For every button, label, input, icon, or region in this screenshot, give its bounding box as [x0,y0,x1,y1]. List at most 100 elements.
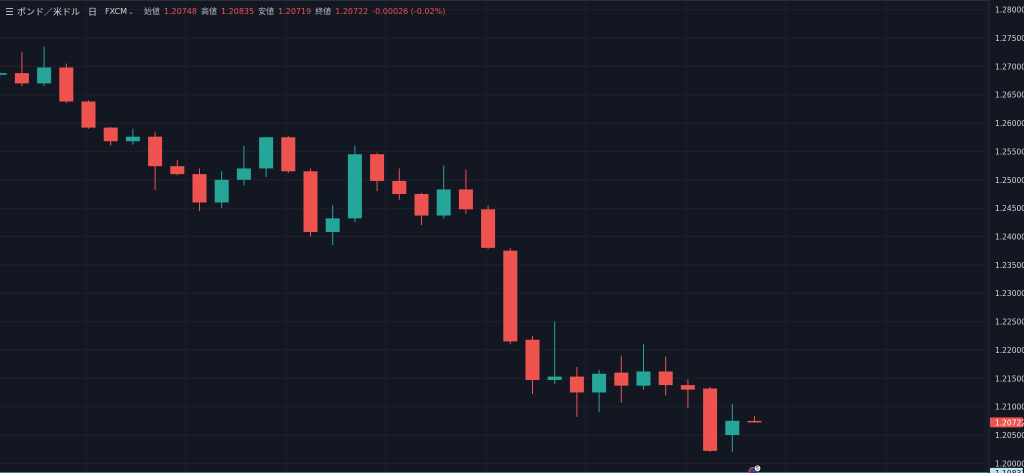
last-price-tag [990,417,1023,428]
y-tick-label: 1.23000 [995,289,1024,298]
candle-body [636,371,651,386]
event-count-badge [753,464,761,472]
y-tick-label: 1.21500 [995,374,1024,383]
candle [392,168,407,200]
candle-body [725,420,740,436]
candle-body [259,137,274,169]
y-tick-label: 1.24000 [995,233,1024,242]
candle [370,152,385,192]
candle [281,136,296,173]
line-price-tag [990,467,1023,473]
candle [747,416,762,423]
candle-body [214,179,229,203]
candle [347,145,362,223]
candle [503,247,518,345]
y-tick-label: 1.24500 [995,204,1024,213]
y-tick-label: 1.27000 [995,62,1024,71]
candle-body [414,193,429,216]
candle [259,137,274,177]
candle [236,145,251,186]
candle [569,366,584,417]
y-tick-label: 1.20000 [995,459,1024,468]
menu-icon[interactable] [6,8,13,15]
chart-legend: ポンド／米ドル 日 FXCM ⌄ 始値 1.20748 高値 1.20835 安… [6,5,445,18]
candle-body [458,189,473,210]
y-tick-label: 1.23500 [995,261,1024,270]
candle-body [192,174,207,203]
y-tick-label: 1.27500 [995,34,1024,43]
candle [170,159,185,176]
candle [458,169,473,214]
event-marker[interactable]: 5 [748,464,761,473]
chevron-down-icon: ⌄ [128,7,134,16]
candle [59,63,74,104]
candle [703,386,718,453]
high-value: 1.20835 [221,7,255,16]
change-value: -0.00026 (-0.02%) [372,7,446,16]
candle [81,100,96,129]
candle-body [525,339,540,380]
candle-body [747,420,762,423]
source-selector[interactable]: FXCM ⌄ [105,7,134,16]
grid-lines [0,0,989,473]
candle-body [148,136,163,167]
candle-body [59,67,74,102]
y-tick-label: 1.20500 [995,431,1024,440]
candle-body [0,73,7,75]
source-label: FXCM [105,7,128,16]
candle-body [170,166,185,175]
candles [0,46,762,453]
candle [592,369,607,413]
candle-body [325,218,340,232]
y-tick-label: 1.26500 [995,91,1024,100]
line-price-text: 1.19833 [995,469,1024,473]
candle-body [658,371,673,386]
close-value: 1.20722 [335,7,369,16]
candle-body [37,67,52,84]
low-value: 1.20719 [278,7,312,16]
low-label: 安値 [258,7,275,16]
interval-label[interactable]: 日 [88,8,98,18]
candle [614,355,629,403]
candle [214,171,229,209]
top-border [0,0,1024,1]
y-tick-label: 1.26000 [995,119,1024,128]
candle [303,168,318,237]
candle [192,168,207,211]
candle [325,205,340,246]
y-tick-label: 1.25000 [995,176,1024,185]
candle [680,379,695,408]
symbol-name[interactable]: ポンド／米ドル [17,8,81,18]
candle-body [592,373,607,393]
last-price-text: 1.20722 [995,418,1024,427]
candle [525,335,540,395]
candle-body [14,73,29,84]
candle-body [303,171,318,232]
candle-body [436,189,451,216]
candle-body [569,376,584,393]
candle [125,128,140,145]
candle [436,165,451,219]
y-tick-label: 1.22000 [995,346,1024,355]
candle-body [614,372,629,386]
candle-body [680,385,695,390]
candle-body [703,388,718,451]
candle [547,321,562,384]
high-label: 高値 [201,7,217,16]
y-tick-label: 1.21000 [995,403,1024,412]
price-axis-bg [989,0,1024,473]
event-markers: 55 [748,464,761,473]
candle [725,403,740,453]
candle-body [503,250,518,342]
y-tick-label: 1.22500 [995,318,1024,327]
candle-body [370,154,385,181]
y-tick-label: 1.28000 [995,6,1024,15]
candle-body [103,127,118,142]
candle [481,205,496,249]
open-value: 1.20748 [163,7,197,16]
candle-body [392,180,407,194]
candle-body [481,209,496,248]
candle [103,127,118,146]
